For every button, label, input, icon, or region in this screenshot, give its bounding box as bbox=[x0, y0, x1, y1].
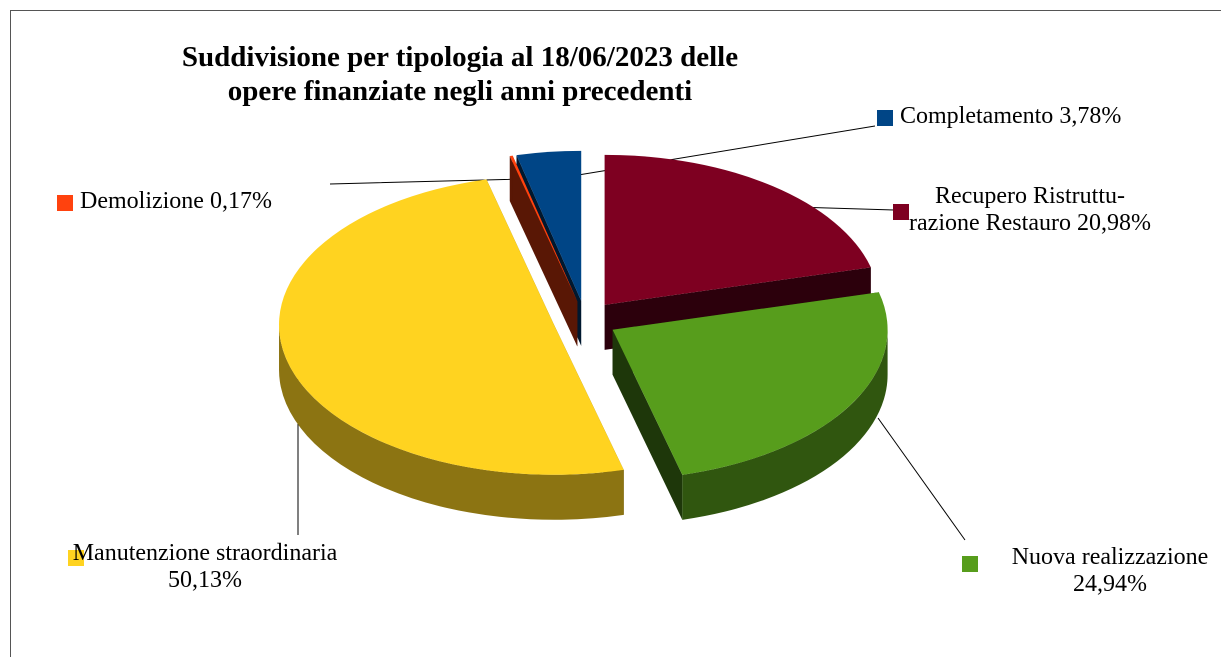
label-value: 3,78% bbox=[1059, 103, 1122, 129]
label-value: 50,13% bbox=[168, 567, 242, 593]
label-value: 24,94% bbox=[1073, 571, 1147, 597]
label-name: Completamento bbox=[900, 103, 1054, 129]
slice bbox=[509, 155, 578, 302]
chart-frame bbox=[10, 10, 1221, 657]
slice bbox=[516, 150, 582, 301]
chart-title: Suddivisione per tipologia al 18/06/2023… bbox=[181, 41, 739, 107]
slice-side bbox=[279, 324, 624, 520]
label-name: Manutenzione straordinaria bbox=[72, 540, 338, 566]
slice bbox=[604, 154, 871, 305]
label-value: 20,98% bbox=[1076, 210, 1151, 236]
slice bbox=[279, 179, 624, 475]
data-label: Nuova realizzazione 24,94% bbox=[985, 544, 1221, 598]
legend-swatch bbox=[893, 204, 909, 220]
data-label: Manutenzione straordinaria 50,13% bbox=[60, 540, 350, 594]
data-label: Completamento 3,78% bbox=[900, 103, 1220, 130]
label-name: Demolizione bbox=[80, 188, 204, 214]
slice-wall bbox=[512, 155, 578, 347]
label-name: Nuova realizzazione bbox=[1011, 544, 1209, 570]
label-value: 0,17% bbox=[209, 188, 272, 214]
data-label: Recupero Ristruttu-razione Restauro 20,9… bbox=[905, 183, 1155, 237]
slice bbox=[612, 292, 888, 475]
legend-swatch bbox=[57, 195, 73, 211]
leader-line bbox=[329, 125, 876, 185]
data-label: Demolizione 0,17% bbox=[80, 188, 380, 215]
leader-line bbox=[877, 417, 966, 541]
label-name: Recupero Ristruttu-razione Restauro bbox=[909, 183, 1125, 236]
legend-swatch bbox=[68, 550, 84, 566]
legend-swatch bbox=[877, 110, 893, 126]
slice-side bbox=[682, 329, 888, 520]
slice-wall bbox=[612, 329, 683, 520]
legend-swatch bbox=[962, 556, 978, 572]
